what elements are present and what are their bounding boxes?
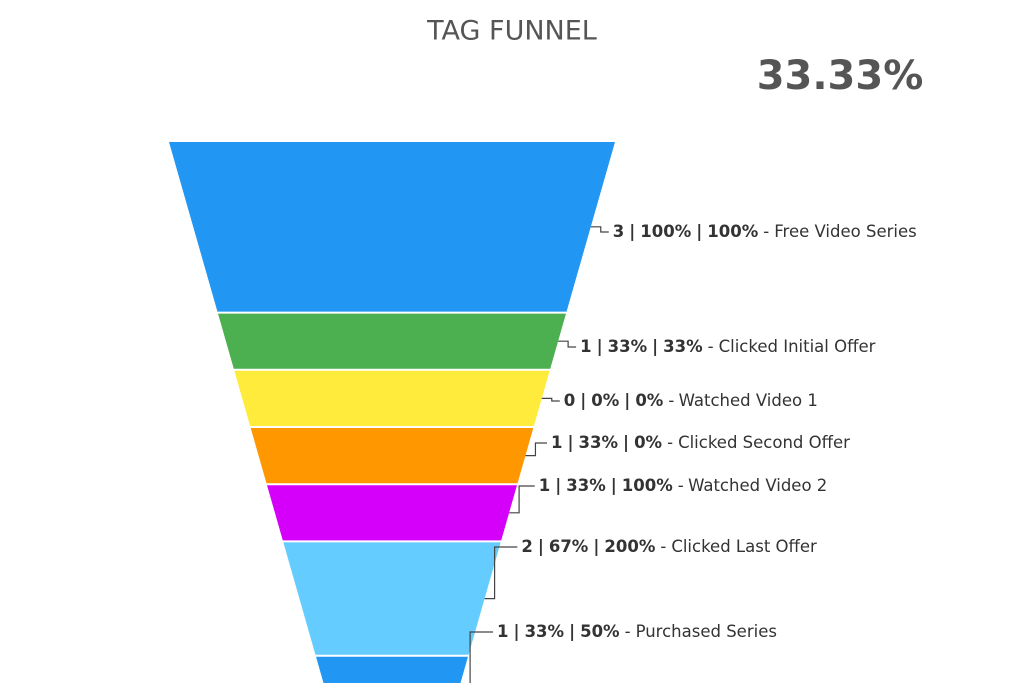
- stage-name: Purchased Series: [636, 622, 777, 641]
- stage-count: 2: [521, 537, 532, 556]
- separator: |: [568, 433, 574, 453]
- pct-of-first: 33%: [525, 622, 565, 641]
- connector: [558, 340, 577, 348]
- funnel-segment: [316, 656, 468, 683]
- pct-of-previous: 100%: [622, 476, 673, 495]
- connector: [541, 397, 560, 402]
- separator: |: [652, 337, 658, 357]
- pct-of-first: 67%: [549, 537, 589, 556]
- pct-of-first: 0%: [591, 391, 619, 410]
- pct-of-previous: 50%: [580, 622, 620, 641]
- separator: |: [611, 476, 617, 496]
- separator: |: [696, 222, 702, 242]
- stage-name: Free Video Series: [774, 222, 916, 241]
- chart-title: TAG FUNNEL: [426, 16, 597, 47]
- separator: |: [514, 622, 520, 642]
- separator: |: [593, 537, 599, 557]
- separator: |: [623, 433, 629, 453]
- stage-label: 3 | 100% | 100% - Free Video Series: [613, 222, 917, 242]
- separator: -: [660, 537, 666, 556]
- stage-label: 2 | 67% | 200% - Clicked Last Offer: [521, 537, 817, 557]
- separator: |: [629, 222, 635, 242]
- funnel-segment: [283, 542, 501, 655]
- stage-label: 1 | 33% | 0% - Clicked Second Offer: [551, 433, 850, 453]
- stage-name: Clicked Second Offer: [678, 433, 850, 452]
- pct-of-first: 33%: [566, 476, 606, 495]
- pct-of-first: 33%: [608, 337, 648, 356]
- stage-name: Watched Video 2: [688, 476, 827, 495]
- stage-name: Clicked Last Offer: [671, 537, 817, 556]
- stage-label: 1 | 33% | 100% - Watched Video 2: [539, 476, 828, 496]
- separator: -: [708, 337, 714, 356]
- stage-label: 1 | 33% | 50% - Purchased Series: [497, 622, 777, 642]
- separator: -: [625, 622, 631, 641]
- separator: |: [538, 537, 544, 557]
- stage-label: 0 | 0% | 0% - Watched Video 1: [564, 391, 818, 411]
- connector: [509, 485, 535, 514]
- stage-label: 1 | 33% | 33% - Clicked Initial Offer: [580, 337, 876, 357]
- separator: |: [597, 337, 603, 357]
- funnel-segment: [250, 428, 534, 484]
- connector: [469, 631, 494, 683]
- pct-of-first: 33%: [579, 433, 619, 452]
- pct-of-previous: 200%: [604, 537, 655, 556]
- funnel-segment: [267, 485, 517, 541]
- funnel-segment: [169, 142, 615, 312]
- separator: |: [580, 391, 586, 411]
- connector: [484, 546, 518, 600]
- connector: [590, 226, 609, 233]
- separator: -: [668, 391, 674, 410]
- separator: -: [667, 433, 673, 452]
- connector: [525, 442, 548, 457]
- pct-of-previous: 33%: [663, 337, 703, 356]
- stage-name: Clicked Initial Offer: [719, 337, 876, 356]
- separator: |: [555, 476, 561, 496]
- funnel-segment: [234, 370, 550, 426]
- separator: |: [569, 622, 575, 642]
- pct-of-previous: 0%: [635, 391, 663, 410]
- stage-count: 1: [551, 433, 562, 452]
- stage-count: 1: [497, 622, 508, 641]
- stage-count: 1: [580, 337, 591, 356]
- stage-name: Watched Video 1: [679, 391, 818, 410]
- stage-count: 0: [564, 391, 575, 410]
- pct-of-previous: 0%: [634, 433, 662, 452]
- separator: -: [678, 476, 684, 495]
- funnel-segment: [218, 313, 566, 369]
- pct-of-first: 100%: [640, 222, 691, 241]
- separator: |: [624, 391, 630, 411]
- pct-of-previous: 100%: [707, 222, 758, 241]
- separator: -: [763, 222, 769, 241]
- stage-count: 1: [539, 476, 550, 495]
- stage-count: 3: [613, 222, 624, 241]
- headline: 33.33%: [757, 53, 924, 99]
